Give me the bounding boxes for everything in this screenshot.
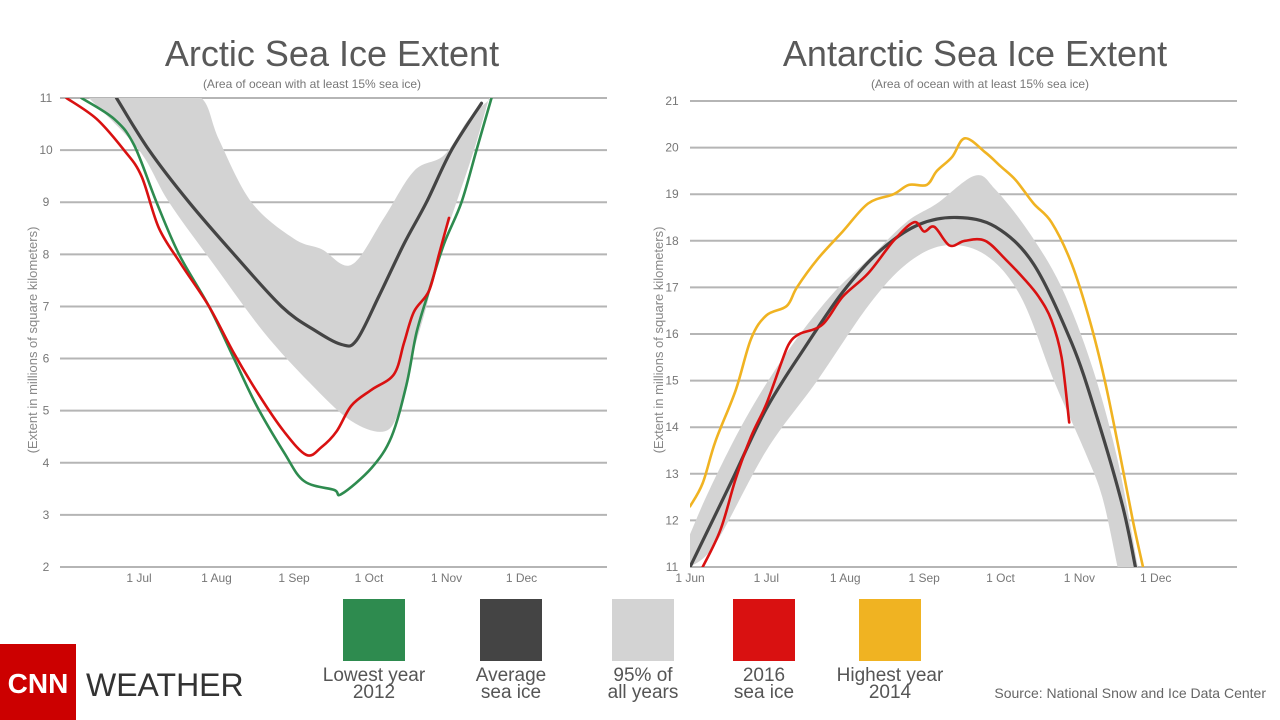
y-tick-label: 15 — [665, 374, 679, 388]
antarctic-gridlines — [690, 100, 1237, 568]
legend-label-line: Average — [476, 665, 546, 686]
series-line-2016-sea-ice — [65, 98, 451, 457]
y-tick-label: 18 — [665, 234, 679, 248]
legend-swatch — [612, 599, 674, 661]
arctic-y-ticks: 11 10 9 8 7 6 5 4 3 2 — [39, 91, 53, 574]
legend-label-line: all years — [608, 682, 679, 703]
legend-label-line: Lowest year — [323, 665, 426, 686]
x-tick-label: 1 Dec — [1140, 571, 1171, 585]
legend-label: Lowest year 2012 — [323, 665, 426, 703]
antarctic-chart: Antarctic Sea Ice Extent (Area of ocean … — [651, 33, 1237, 585]
legend-label-line: 95% of — [613, 665, 673, 686]
antarctic-subtitle: (Area of ocean with at least 15% sea ice… — [871, 77, 1089, 91]
x-tick-label: 1 Jul — [754, 571, 779, 585]
x-tick-label: 1 Nov — [431, 571, 462, 585]
y-tick-label: 8 — [43, 247, 50, 261]
band-95-percent — [89, 98, 492, 432]
legend-swatch — [480, 599, 542, 661]
source-credit: Source: National Snow and Ice Data Cente… — [994, 685, 1266, 701]
x-tick-label: 1 Dec — [506, 571, 537, 585]
x-tick-label: 1 Oct — [355, 571, 384, 585]
legend-swatch — [859, 599, 921, 661]
y-tick-label: 2 — [43, 560, 50, 574]
arctic-plot-area — [65, 98, 493, 497]
arctic-chart: Arctic Sea Ice Extent (Area of ocean wit… — [25, 33, 607, 585]
legend-label: Highest year 2014 — [837, 665, 944, 703]
y-tick-label: 3 — [43, 508, 50, 522]
series-line-average-sea-ice — [114, 98, 484, 348]
legend-label-line: 2014 — [869, 682, 912, 703]
y-tick-label: 12 — [665, 513, 679, 527]
x-tick-label: 1 Jun — [675, 571, 704, 585]
x-tick-label: 1 Sep — [908, 571, 940, 585]
antarctic-x-ticks: 1 Jun 1 Jul 1 Aug 1 Sep 1 Oct 1 Nov 1 Dec — [675, 571, 1171, 585]
series-line-average-sea-ice — [690, 215, 1137, 567]
y-tick-label: 11 — [40, 91, 53, 105]
x-tick-label: 1 Oct — [986, 571, 1015, 585]
legend-label-line: sea ice — [481, 682, 541, 703]
band-95-percent — [690, 175, 1138, 567]
y-tick-label: 13 — [665, 467, 679, 481]
y-tick-label: 6 — [43, 352, 50, 366]
x-tick-label: 1 Aug — [201, 571, 232, 585]
arctic-x-ticks: 1 Jul 1 Aug 1 Sep 1 Oct 1 Nov 1 Dec — [126, 571, 537, 585]
y-tick-label: 14 — [665, 420, 679, 434]
cnn-weather-brand: CNN WEATHER — [0, 644, 244, 720]
y-tick-label: 17 — [665, 280, 679, 294]
legend-label-line: Highest year — [837, 665, 944, 686]
y-tick-label: 5 — [43, 404, 50, 418]
x-tick-label: 1 Jul — [126, 571, 151, 585]
x-tick-label: 1 Sep — [278, 571, 310, 585]
legend-label: 95% of all years — [608, 665, 679, 703]
arctic-y-axis-label: (Extent in millions of square kilometers… — [25, 227, 40, 454]
y-tick-label: 20 — [665, 141, 679, 155]
legend-label: Average sea ice — [476, 665, 546, 703]
y-tick-label: 10 — [39, 143, 53, 157]
x-tick-label: 1 Nov — [1064, 571, 1095, 585]
y-tick-label: 4 — [43, 456, 50, 470]
arctic-title: Arctic Sea Ice Extent — [165, 33, 499, 74]
antarctic-plot-area — [690, 137, 1145, 567]
y-tick-label: 11 — [666, 560, 679, 574]
legend-label-line: 2016 — [743, 665, 785, 686]
y-tick-label: 21 — [665, 94, 679, 108]
series-line-2016-sea-ice — [701, 220, 1071, 567]
antarctic-y-axis-label: (Extent in millions of square kilometers… — [651, 227, 666, 454]
y-tick-label: 16 — [665, 327, 679, 341]
antarctic-y-ticks: 21 20 19 18 17 16 15 14 13 12 11 — [665, 94, 679, 574]
y-tick-label: 19 — [665, 187, 679, 201]
antarctic-title: Antarctic Sea Ice Extent — [783, 33, 1167, 74]
y-tick-label: 7 — [43, 299, 50, 313]
legend-label-line: sea ice — [734, 682, 794, 703]
weather-brand-label: WEATHER — [86, 667, 244, 703]
legend-label: 2016 sea ice — [734, 665, 794, 703]
series-line-highest-year-2014 — [690, 137, 1145, 567]
y-tick-label: 9 — [43, 195, 50, 209]
legend-label-line: 2012 — [353, 682, 395, 703]
arctic-subtitle: (Area of ocean with at least 15% sea ice… — [203, 77, 421, 91]
legend-swatch — [733, 599, 795, 661]
cnn-logo-text: CNN — [8, 668, 69, 699]
x-tick-label: 1 Aug — [830, 571, 861, 585]
cnn-logo — [0, 644, 76, 720]
legend-swatch — [343, 599, 405, 661]
